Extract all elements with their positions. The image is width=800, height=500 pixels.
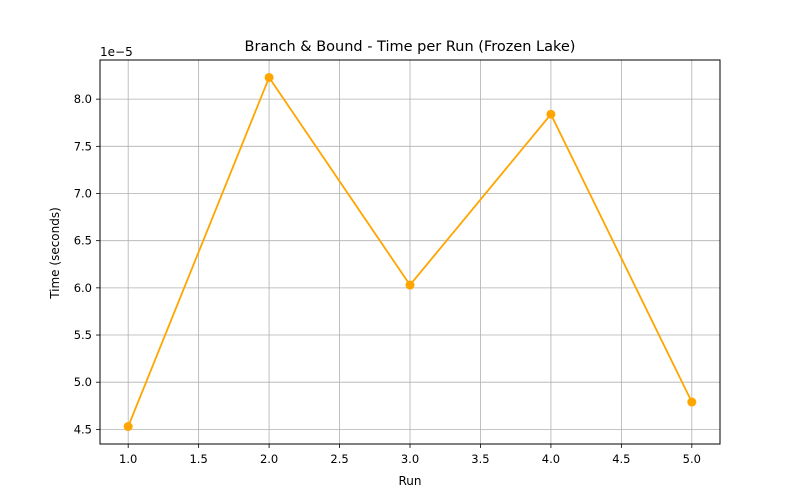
chart-title: Branch & Bound - Time per Run (Frozen La…	[245, 39, 576, 55]
x-tick-label: 4.0	[542, 452, 560, 466]
data-point	[687, 397, 697, 407]
data-point	[123, 422, 133, 432]
data-point	[546, 109, 556, 119]
y-axis-offset-label: 1e−5	[100, 45, 133, 59]
data-point	[405, 280, 415, 290]
x-tick-label: 2.5	[330, 452, 348, 466]
x-axis-ticks: 1.0 1.5 2.0 2.5 3.0 3.5 4.0 4.5 5.0	[119, 444, 701, 466]
x-tick-label: 4.5	[612, 452, 630, 466]
y-tick-label: 5.5	[74, 328, 92, 342]
y-tick-label: 7.0	[74, 187, 92, 201]
x-tick-label: 3.0	[401, 452, 419, 466]
y-tick-label: 4.5	[74, 422, 92, 436]
x-tick-label: 5.0	[683, 452, 701, 466]
series-layer	[123, 72, 697, 432]
y-tick-label: 5.0	[74, 375, 92, 389]
x-axis-label: Run	[398, 474, 421, 488]
x-tick-label: 1.0	[119, 452, 137, 466]
y-tick-label: 6.5	[74, 234, 92, 248]
x-tick-label: 2.0	[260, 452, 278, 466]
y-tick-label: 7.5	[74, 139, 92, 153]
x-tick-label: 1.5	[189, 452, 207, 466]
x-tick-label: 3.5	[471, 452, 489, 466]
y-tick-label: 8.0	[74, 92, 92, 106]
y-axis-ticks: 4.5 5.0 5.5 6.0 6.5 7.0 7.5 8.0	[74, 92, 100, 436]
grid-lines	[100, 60, 720, 444]
data-point	[264, 72, 274, 82]
y-tick-label: 6.0	[74, 281, 92, 295]
y-axis-label: Time (seconds)	[48, 207, 62, 300]
